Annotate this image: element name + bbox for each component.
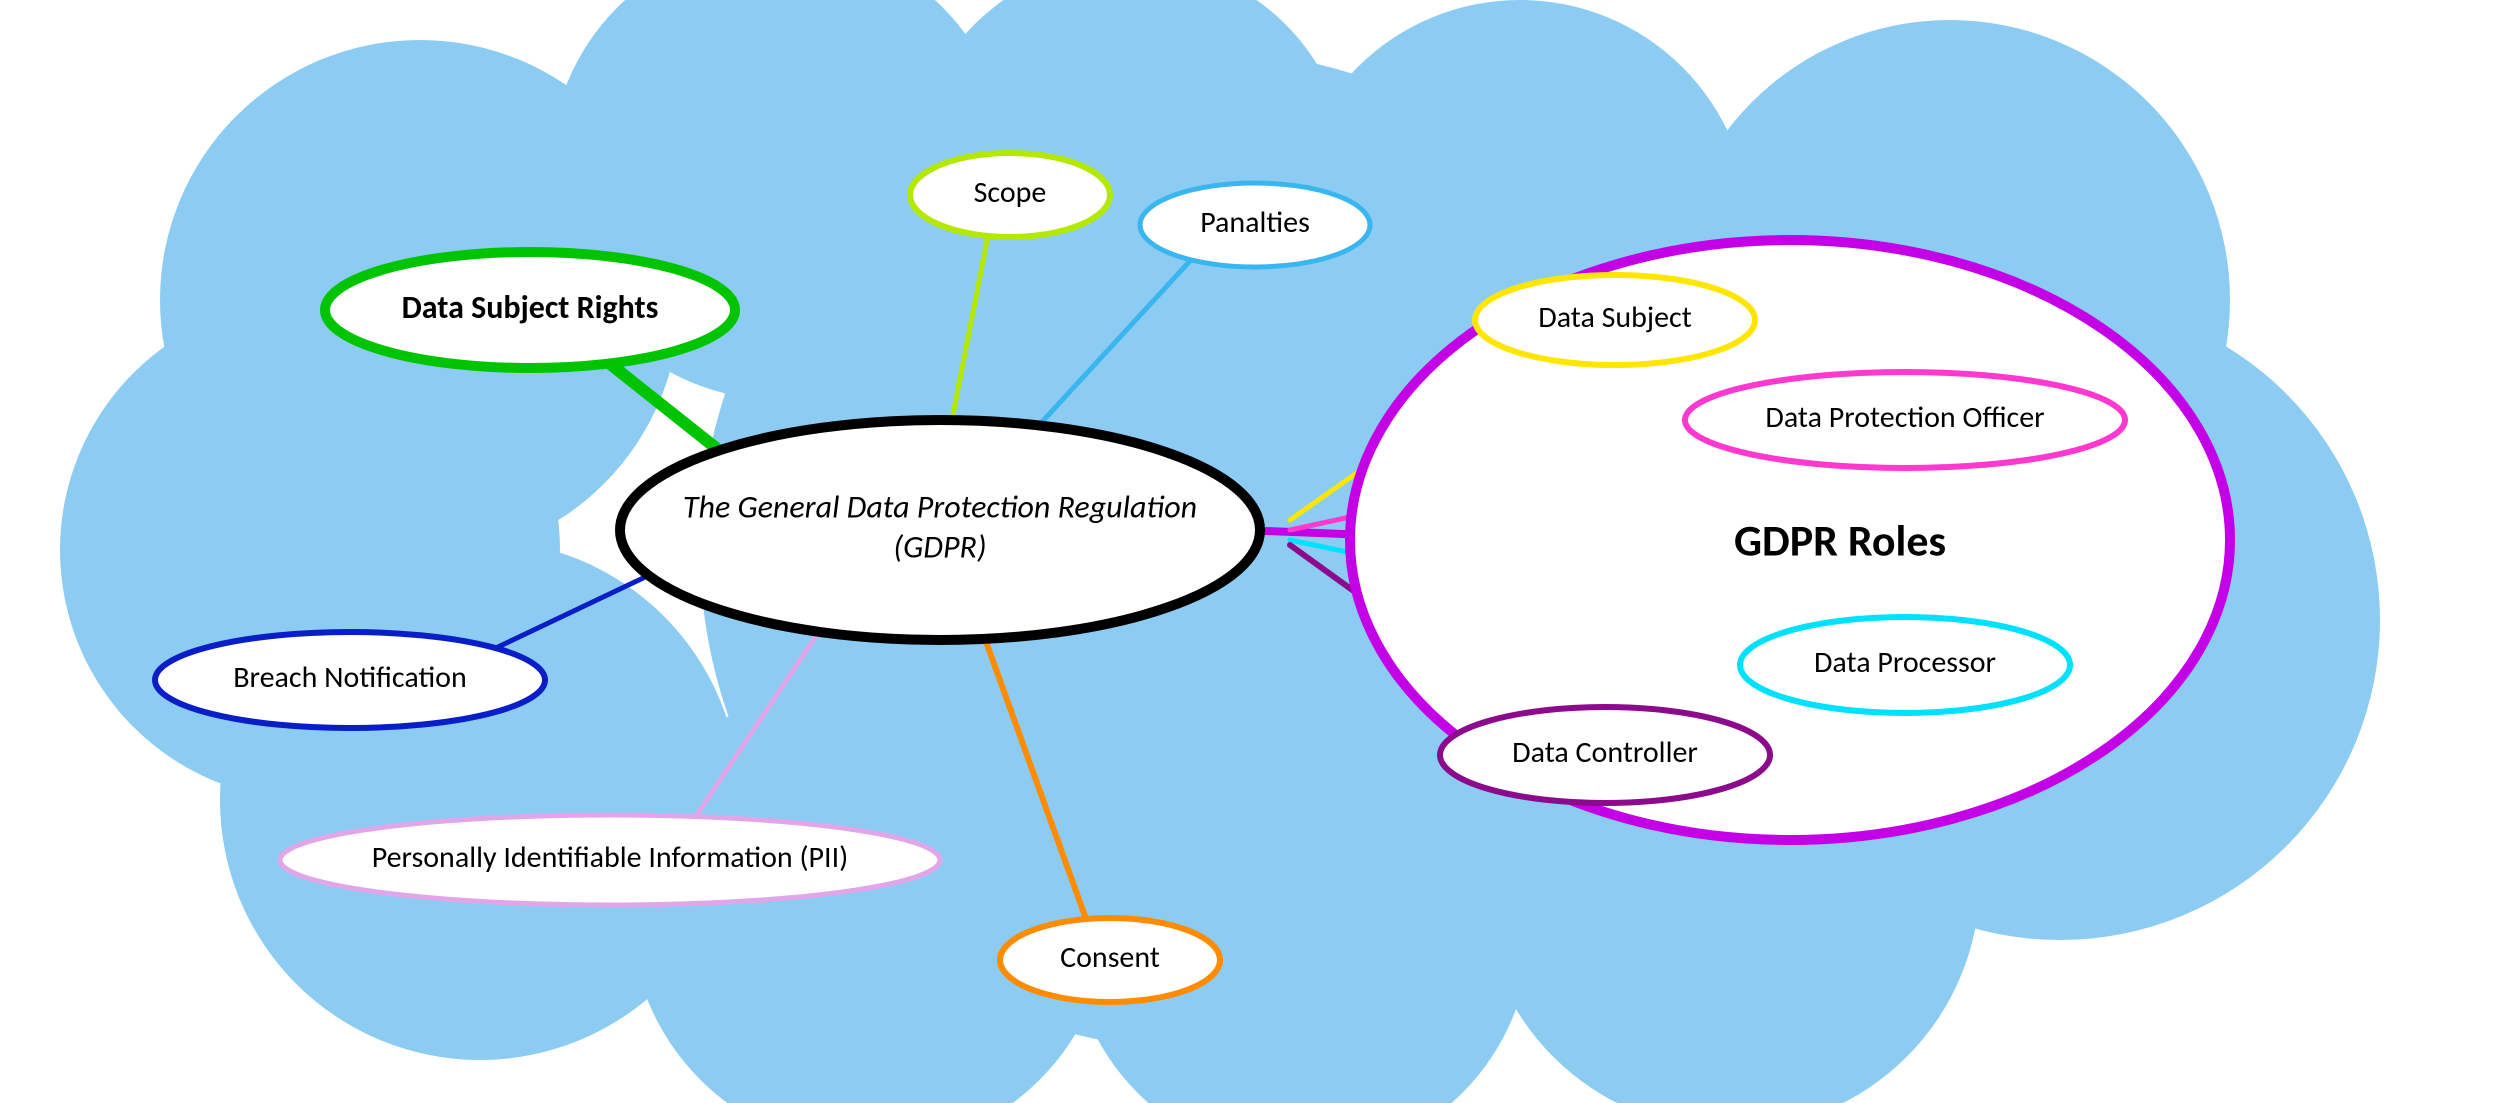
node-center: The General Data Protection Regulation(G…: [620, 420, 1260, 640]
node-data_processor-label: Data Processor: [1814, 644, 1996, 681]
node-panalties-label: Panalties: [1200, 204, 1310, 241]
node-dpo: Data Protection Officer: [1685, 372, 2125, 468]
node-data_subject_rights-label: Data Subject Rights: [402, 288, 659, 327]
node-scope: Scope: [910, 153, 1110, 237]
node-breach: Breach Notification: [155, 632, 545, 728]
node-data_controller: Data Controller: [1440, 707, 1770, 803]
node-breach-label: Breach Notification: [233, 659, 467, 696]
node-panalties: Panalties: [1140, 183, 1370, 267]
node-center-label: (GDPR): [893, 528, 986, 567]
node-scope-label: Scope: [974, 174, 1047, 211]
node-data_controller-label: Data Controller: [1512, 734, 1698, 771]
node-pii-label: Personally Identifiable Information (PII…: [372, 839, 849, 876]
node-pii: Personally Identifiable Information (PII…: [280, 815, 940, 905]
node-data_processor: Data Processor: [1740, 617, 2070, 713]
gdpr-mindmap: GDPR Roles The General Data Protection Re…: [0, 0, 2499, 1103]
node-dpo-label: Data Protection Officer: [1765, 399, 2044, 436]
node-data_subject_rights: Data Subject Rights: [325, 252, 735, 368]
node-gdpr_roles-label: GDPR Roles: [1734, 514, 1946, 568]
node-center-label: The General Data Protection Regulation: [683, 488, 1197, 527]
node-data_subject-label: Data Subject: [1538, 299, 1692, 336]
node-data_subject: Data Subject: [1475, 275, 1755, 365]
node-consent: Consent: [1000, 918, 1220, 1002]
node-consent-label: Consent: [1060, 939, 1160, 976]
